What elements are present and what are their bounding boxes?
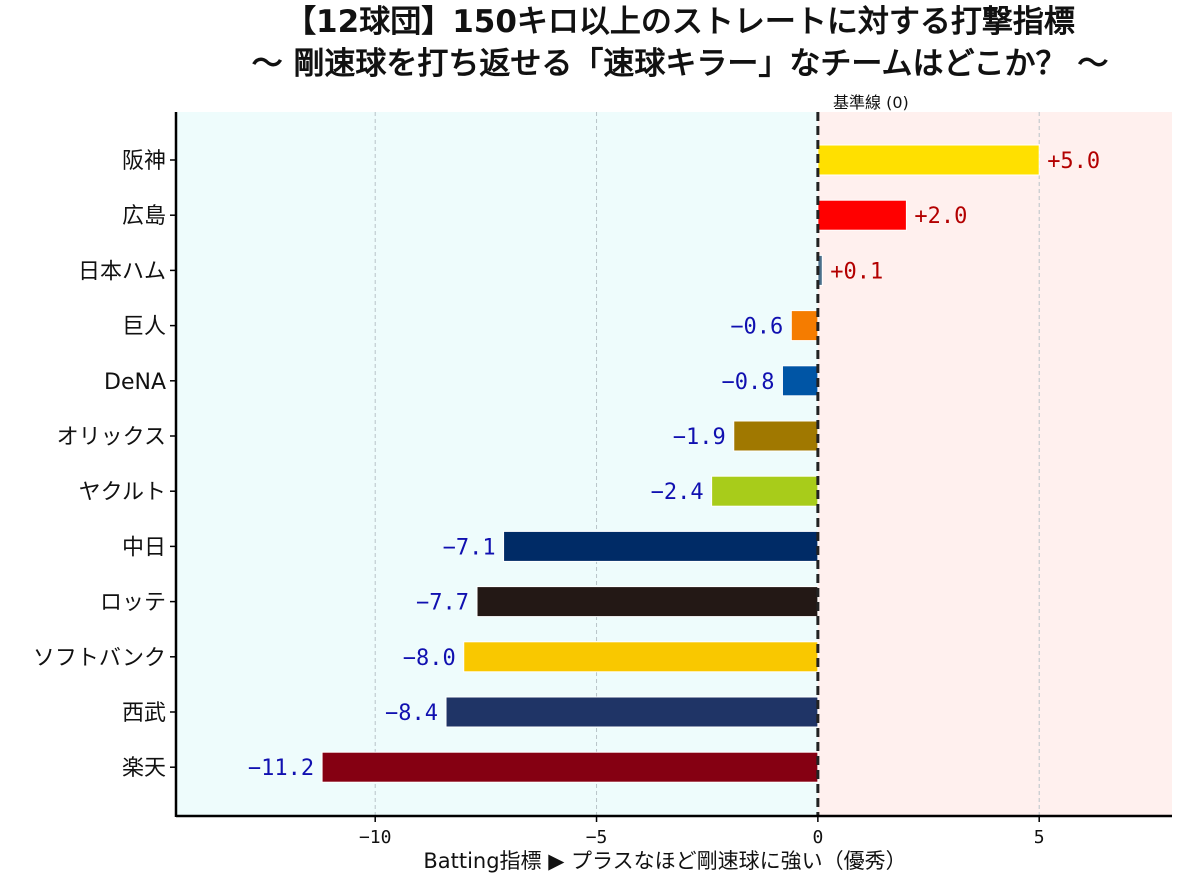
category-label: 楽天 — [122, 756, 166, 781]
category-label: 広島 — [122, 204, 166, 229]
data-label: −7.7 — [416, 591, 469, 616]
bar-2 — [817, 199, 907, 231]
data-label: +5.0 — [1047, 149, 1100, 174]
bar-1 — [817, 144, 1040, 176]
bar-10 — [463, 641, 819, 673]
category-label: オリックス — [57, 425, 166, 450]
data-labels: +5.0 +2.0 +0.1 −0.6 −0.8 −1.9 −2.4 −7.1 −7.7 −8.0… — [248, 149, 1100, 781]
category-label: DeNA — [104, 370, 166, 395]
x-tick-label: −5 — [586, 827, 608, 848]
data-label: −8.4 — [385, 701, 438, 726]
data-label: −1.9 — [673, 425, 726, 450]
chart-subtitle: ～ 剛速球を打ち返せる「速球キラー」なチームはどこか？ ～ — [252, 46, 1109, 82]
x-tick-label: 0 — [812, 827, 823, 848]
category-label: 西武 — [122, 701, 166, 726]
category-label: 日本ハム — [78, 259, 166, 284]
axes — [174, 112, 1172, 818]
category-label: ロッテ — [100, 591, 166, 616]
reference-line-group: 基準線 (0) — [816, 93, 909, 816]
data-label: −0.8 — [721, 370, 774, 395]
data-label: −0.6 — [730, 315, 783, 340]
category-label: ヤクルト — [79, 480, 166, 505]
chart-title: 【12球団】150キロ以上のストレートに対する打撃指標 — [285, 4, 1075, 40]
category-label: ソフトバンク — [33, 646, 166, 671]
bar-8 — [503, 530, 819, 562]
bar-7 — [711, 475, 819, 507]
category-label: 巨人 — [122, 315, 166, 340]
bar-11 — [445, 696, 819, 728]
gridlines — [374, 112, 1040, 816]
bars — [321, 144, 1040, 783]
data-label: −2.4 — [651, 480, 704, 505]
data-label: +0.1 — [830, 259, 883, 284]
chart-title-group: 【12球団】150キロ以上のストレートに対する打撃指標 ～ 剛速球を打ち返せる「… — [252, 4, 1109, 82]
data-label: −11.2 — [248, 756, 314, 781]
x-tick-label: 5 — [1034, 827, 1045, 848]
bar-6 — [733, 420, 819, 452]
data-label: −8.0 — [403, 646, 456, 671]
bar-12 — [321, 751, 819, 783]
reference-line-label: 基準線 (0) — [833, 93, 909, 112]
x-tick-label: −10 — [359, 827, 392, 848]
category-label: 中日 — [122, 535, 166, 560]
category-label: 阪神 — [122, 149, 166, 174]
bar-9 — [476, 586, 819, 618]
bar-5 — [781, 365, 819, 397]
x-axis-label: Batting指標 ▶ プラスなほど剛速球に強い（優秀） — [423, 849, 906, 873]
data-label: +2.0 — [914, 204, 967, 229]
bar-4 — [790, 310, 819, 342]
data-label: −7.1 — [443, 535, 496, 560]
x-tick-labels: −10 −5 0 5 — [359, 816, 1045, 848]
